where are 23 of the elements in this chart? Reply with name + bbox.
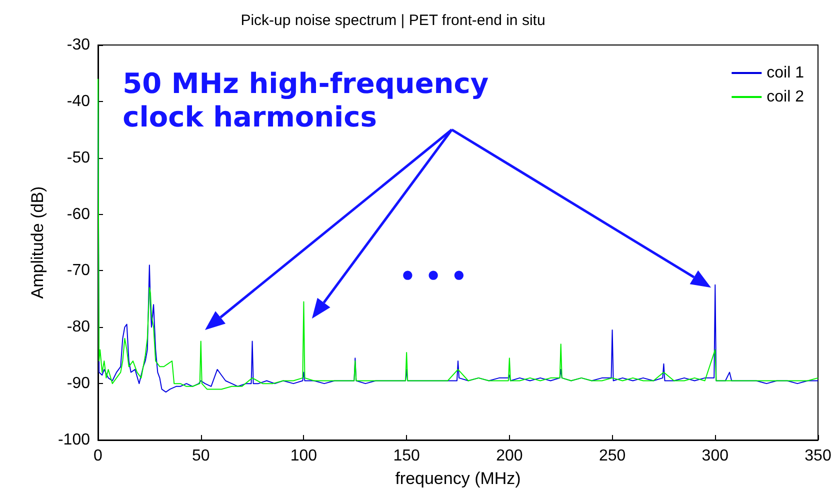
x-tick-label: 50 bbox=[192, 448, 210, 464]
y-tick-label: -40 bbox=[66, 92, 90, 110]
chart-title: Pick-up noise spectrum | PET front-end in situ bbox=[240, 12, 546, 29]
y-tick-label: -60 bbox=[66, 206, 90, 223]
y-tick-label: -80 bbox=[66, 318, 90, 336]
x-tick-label: 350 bbox=[804, 448, 832, 464]
y-axis-title: Amplitude (dB) bbox=[28, 186, 47, 299]
x-tick-label: 300 bbox=[702, 448, 729, 464]
x-tick-label: 200 bbox=[496, 448, 523, 464]
legend-label: coil 2 bbox=[766, 88, 804, 106]
x-tick-label: 100 bbox=[290, 448, 318, 464]
y-tick-label: -70 bbox=[66, 262, 90, 280]
x-axis-title: frequency (MHz) bbox=[395, 469, 521, 488]
y-tick-label: -50 bbox=[66, 149, 90, 166]
y-tick-label: -90 bbox=[66, 375, 90, 392]
y-tick-label: -100 bbox=[58, 432, 90, 448]
annotation: 50 MHz high-frequency clock harmonics bbox=[122, 66, 489, 134]
legend-label: coil 1 bbox=[766, 64, 804, 82]
y-tick-label: -30 bbox=[66, 36, 90, 54]
annotation: • • • bbox=[399, 262, 468, 292]
x-tick-label: 0 bbox=[94, 448, 103, 464]
x-tick-label: 250 bbox=[598, 448, 626, 464]
x-tick-label: 150 bbox=[393, 448, 420, 464]
